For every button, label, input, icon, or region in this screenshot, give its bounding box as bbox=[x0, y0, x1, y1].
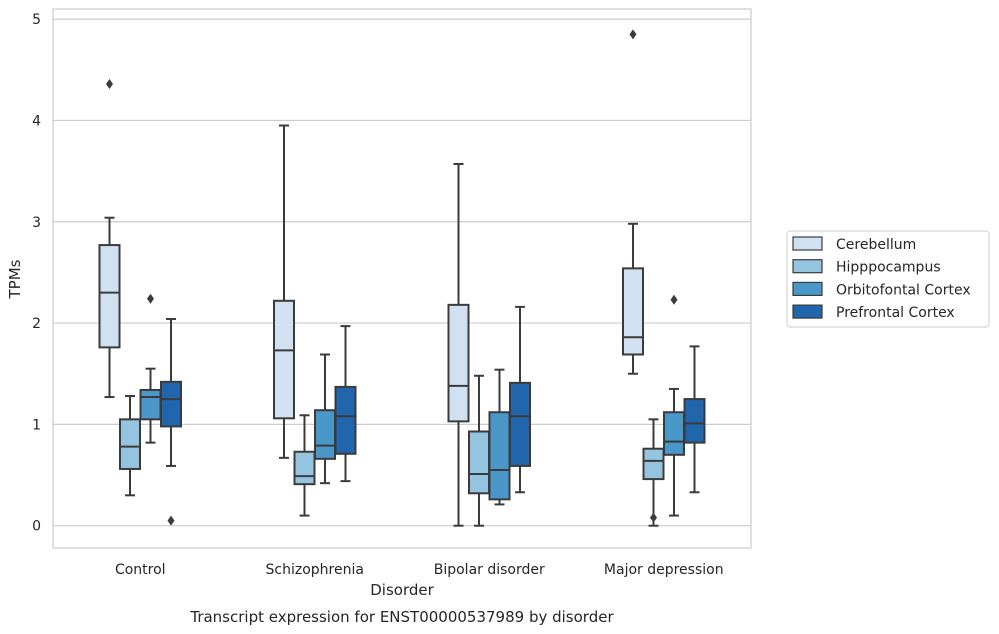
outlier-point bbox=[167, 515, 175, 526]
box-group bbox=[334, 325, 357, 483]
x-axis-title: Disorder bbox=[370, 581, 434, 599]
box-group bbox=[509, 305, 531, 494]
box-group bbox=[293, 414, 316, 517]
legend-swatch bbox=[792, 236, 823, 251]
box bbox=[293, 450, 316, 486]
box bbox=[273, 299, 295, 420]
box bbox=[139, 388, 162, 421]
legend-swatch bbox=[792, 259, 823, 274]
legend-swatch bbox=[792, 281, 823, 296]
legend-label: Hipppocampus bbox=[836, 260, 941, 276]
box bbox=[683, 398, 706, 444]
chart-caption: Transcript expression for ENST0000053798… bbox=[189, 608, 614, 626]
plot-frame bbox=[52, 8, 752, 549]
outlier-point bbox=[670, 294, 678, 305]
y-tick-label: 0 bbox=[32, 519, 41, 535]
x-tick-label: Schizophrenia bbox=[266, 562, 364, 578]
box bbox=[663, 411, 685, 456]
box bbox=[488, 411, 511, 501]
outlier-point bbox=[147, 293, 154, 304]
y-tick-label: 4 bbox=[32, 113, 41, 129]
box-group bbox=[622, 29, 644, 375]
box-group bbox=[273, 124, 295, 459]
legend-swatch bbox=[792, 304, 823, 319]
box-group bbox=[119, 395, 141, 497]
y-axis-title: TPMs bbox=[6, 259, 24, 299]
box bbox=[98, 244, 121, 349]
box-group bbox=[683, 345, 706, 494]
y-tick-label: 1 bbox=[32, 417, 41, 433]
box bbox=[622, 267, 644, 356]
box-group bbox=[468, 374, 490, 527]
outlier-point bbox=[106, 78, 113, 89]
box-group bbox=[314, 353, 336, 485]
legend: Cerebellum Hipppocampus Orbitofontal Corte… bbox=[786, 230, 990, 328]
box bbox=[334, 385, 357, 455]
y-tick-labels: 0 1 2 3 4 5 bbox=[32, 12, 41, 535]
boxes-layer bbox=[98, 29, 706, 527]
box bbox=[314, 409, 336, 460]
box-group bbox=[663, 294, 685, 517]
outlier-point bbox=[650, 512, 657, 523]
x-tick-labels: Control Schizophrenia Bipolar disorder Majo… bbox=[115, 562, 724, 578]
x-tick-label: Major depression bbox=[604, 562, 724, 578]
box bbox=[642, 447, 665, 481]
outlier-point bbox=[629, 29, 637, 40]
y-tick-label: 2 bbox=[32, 316, 41, 332]
legend-label: Prefrontal Cortex bbox=[836, 305, 955, 321]
x-tick-label: Bipolar disorder bbox=[434, 562, 545, 578]
box bbox=[160, 380, 182, 428]
box-group bbox=[160, 318, 182, 526]
y-tick-label: 5 bbox=[32, 12, 41, 28]
legend-label: Orbitofontal Cortex bbox=[836, 282, 971, 298]
box-group bbox=[98, 78, 121, 399]
y-tick-label: 3 bbox=[32, 215, 41, 231]
box-group bbox=[642, 418, 665, 527]
box bbox=[509, 381, 531, 467]
legend-label: Cerebellum bbox=[836, 237, 916, 253]
box bbox=[119, 418, 141, 470]
legend-frame bbox=[786, 230, 990, 328]
x-tick-label: Control bbox=[115, 562, 166, 578]
box-group bbox=[447, 163, 470, 527]
box bbox=[447, 303, 470, 423]
box bbox=[468, 430, 490, 495]
